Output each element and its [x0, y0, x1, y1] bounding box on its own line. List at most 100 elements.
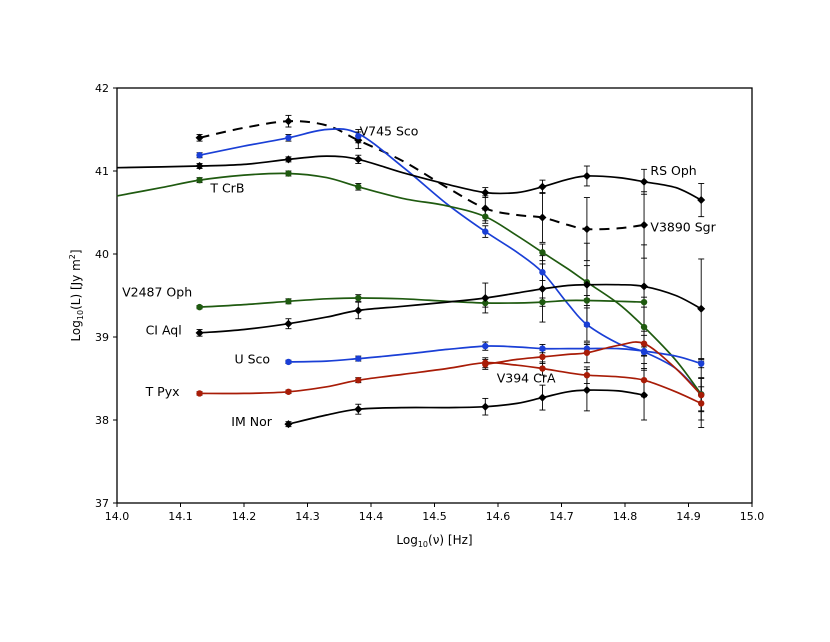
x-tick-label: 14.8 [613, 510, 638, 523]
data-point [697, 196, 706, 205]
x-axis-label: Log10(ν) [Hz] [396, 533, 472, 549]
data-point [481, 402, 490, 411]
data-point [196, 390, 203, 397]
series-line-t-crb [116, 172, 702, 395]
series-line-t-pyx [199, 361, 702, 405]
data-point [582, 225, 591, 234]
y-tick-label: 41 [95, 165, 109, 178]
series-label: IM Nor [231, 414, 272, 429]
data-point [196, 176, 203, 184]
y-tick-label: 39 [95, 331, 109, 344]
data-point [355, 294, 362, 302]
data-point [640, 323, 648, 331]
series-label: CI Aql [146, 323, 182, 338]
data-point [539, 345, 546, 352]
y-tick-label: 42 [95, 82, 109, 95]
data-point [196, 303, 203, 311]
data-point [195, 162, 204, 171]
data-point [698, 391, 705, 399]
data-markers [195, 117, 706, 429]
data-point [582, 280, 591, 289]
data-point [582, 171, 591, 180]
y-axis-label: Log10(L) [Jy m2] [68, 249, 85, 341]
data-point [698, 400, 705, 407]
data-point [354, 405, 363, 414]
data-point [538, 182, 547, 191]
data-point [284, 420, 293, 429]
data-point [539, 353, 546, 361]
y-tick-label: 38 [95, 414, 109, 427]
axis-ticks: 14.0 14.1 14.2 14.3 14.4 14.5 14.6 14.7 14.8 14.9… [95, 82, 764, 523]
data-point [539, 298, 546, 306]
series-label: V745 Sco [360, 123, 419, 138]
data-point [482, 359, 489, 366]
data-point [195, 328, 204, 337]
series-label: T CrB [209, 181, 244, 196]
data-point [538, 213, 547, 222]
data-point [539, 365, 546, 372]
x-tick-label: 14.5 [422, 510, 447, 523]
x-tick-label: 15.0 [740, 510, 765, 523]
series-label: V394 CrA [497, 371, 556, 386]
y-tick-label: 40 [95, 248, 109, 261]
series-line-ci-aql [199, 283, 702, 334]
data-point [640, 347, 648, 355]
data-point [355, 355, 362, 362]
x-tick-label: 14.0 [105, 510, 130, 523]
data-point [285, 358, 292, 366]
series-line-v745-sco [199, 128, 702, 395]
series-label: V2487 Oph [122, 284, 192, 299]
data-point [539, 249, 546, 256]
data-point [583, 349, 591, 356]
series-label: RS Oph [650, 163, 696, 178]
data-point [285, 388, 292, 395]
data-point [640, 177, 649, 186]
data-point [482, 299, 489, 307]
data-point [354, 155, 363, 164]
x-tick-label: 14.2 [232, 510, 257, 523]
data-point [285, 298, 292, 305]
plot-area [116, 87, 753, 504]
data-point [538, 284, 547, 293]
series-label: U Sco [234, 352, 270, 367]
data-point [481, 204, 490, 213]
x-tick-label: 14.1 [168, 510, 193, 523]
data-point [538, 393, 547, 402]
data-point [285, 134, 292, 141]
data-point [482, 228, 489, 235]
data-point [539, 269, 546, 276]
series-labels: V745 Sco RS Oph T CrB V3890 Sgr V2487 Oph CI … [122, 123, 717, 429]
data-point [482, 342, 489, 350]
data-point [284, 155, 293, 164]
x-tick-label: 14.4 [359, 510, 384, 523]
data-point [697, 304, 706, 313]
data-point [640, 298, 648, 306]
series-label: V3890 Sgr [650, 220, 716, 235]
data-point [481, 188, 490, 197]
data-point [355, 132, 362, 140]
data-point [640, 376, 648, 384]
data-point [355, 376, 362, 384]
data-point [196, 152, 203, 159]
data-point [285, 170, 292, 177]
series-label: T Pyx [145, 384, 180, 399]
data-point [354, 306, 363, 315]
data-point [583, 371, 591, 379]
data-point [284, 117, 293, 126]
data-point [582, 386, 591, 395]
data-point [640, 220, 649, 229]
data-point [640, 340, 648, 347]
data-point [284, 319, 293, 328]
x-tick-label: 14.3 [295, 510, 320, 523]
data-point [583, 321, 591, 328]
data-point [481, 293, 490, 302]
data-point [195, 133, 204, 142]
data-point [640, 391, 649, 400]
data-point [583, 297, 591, 304]
x-tick-label: 14.6 [486, 510, 511, 523]
data-point [640, 282, 649, 291]
data-point [482, 213, 489, 220]
x-tick-label: 14.9 [676, 510, 701, 523]
y-tick-label: 37 [95, 497, 109, 510]
data-point [698, 360, 705, 367]
